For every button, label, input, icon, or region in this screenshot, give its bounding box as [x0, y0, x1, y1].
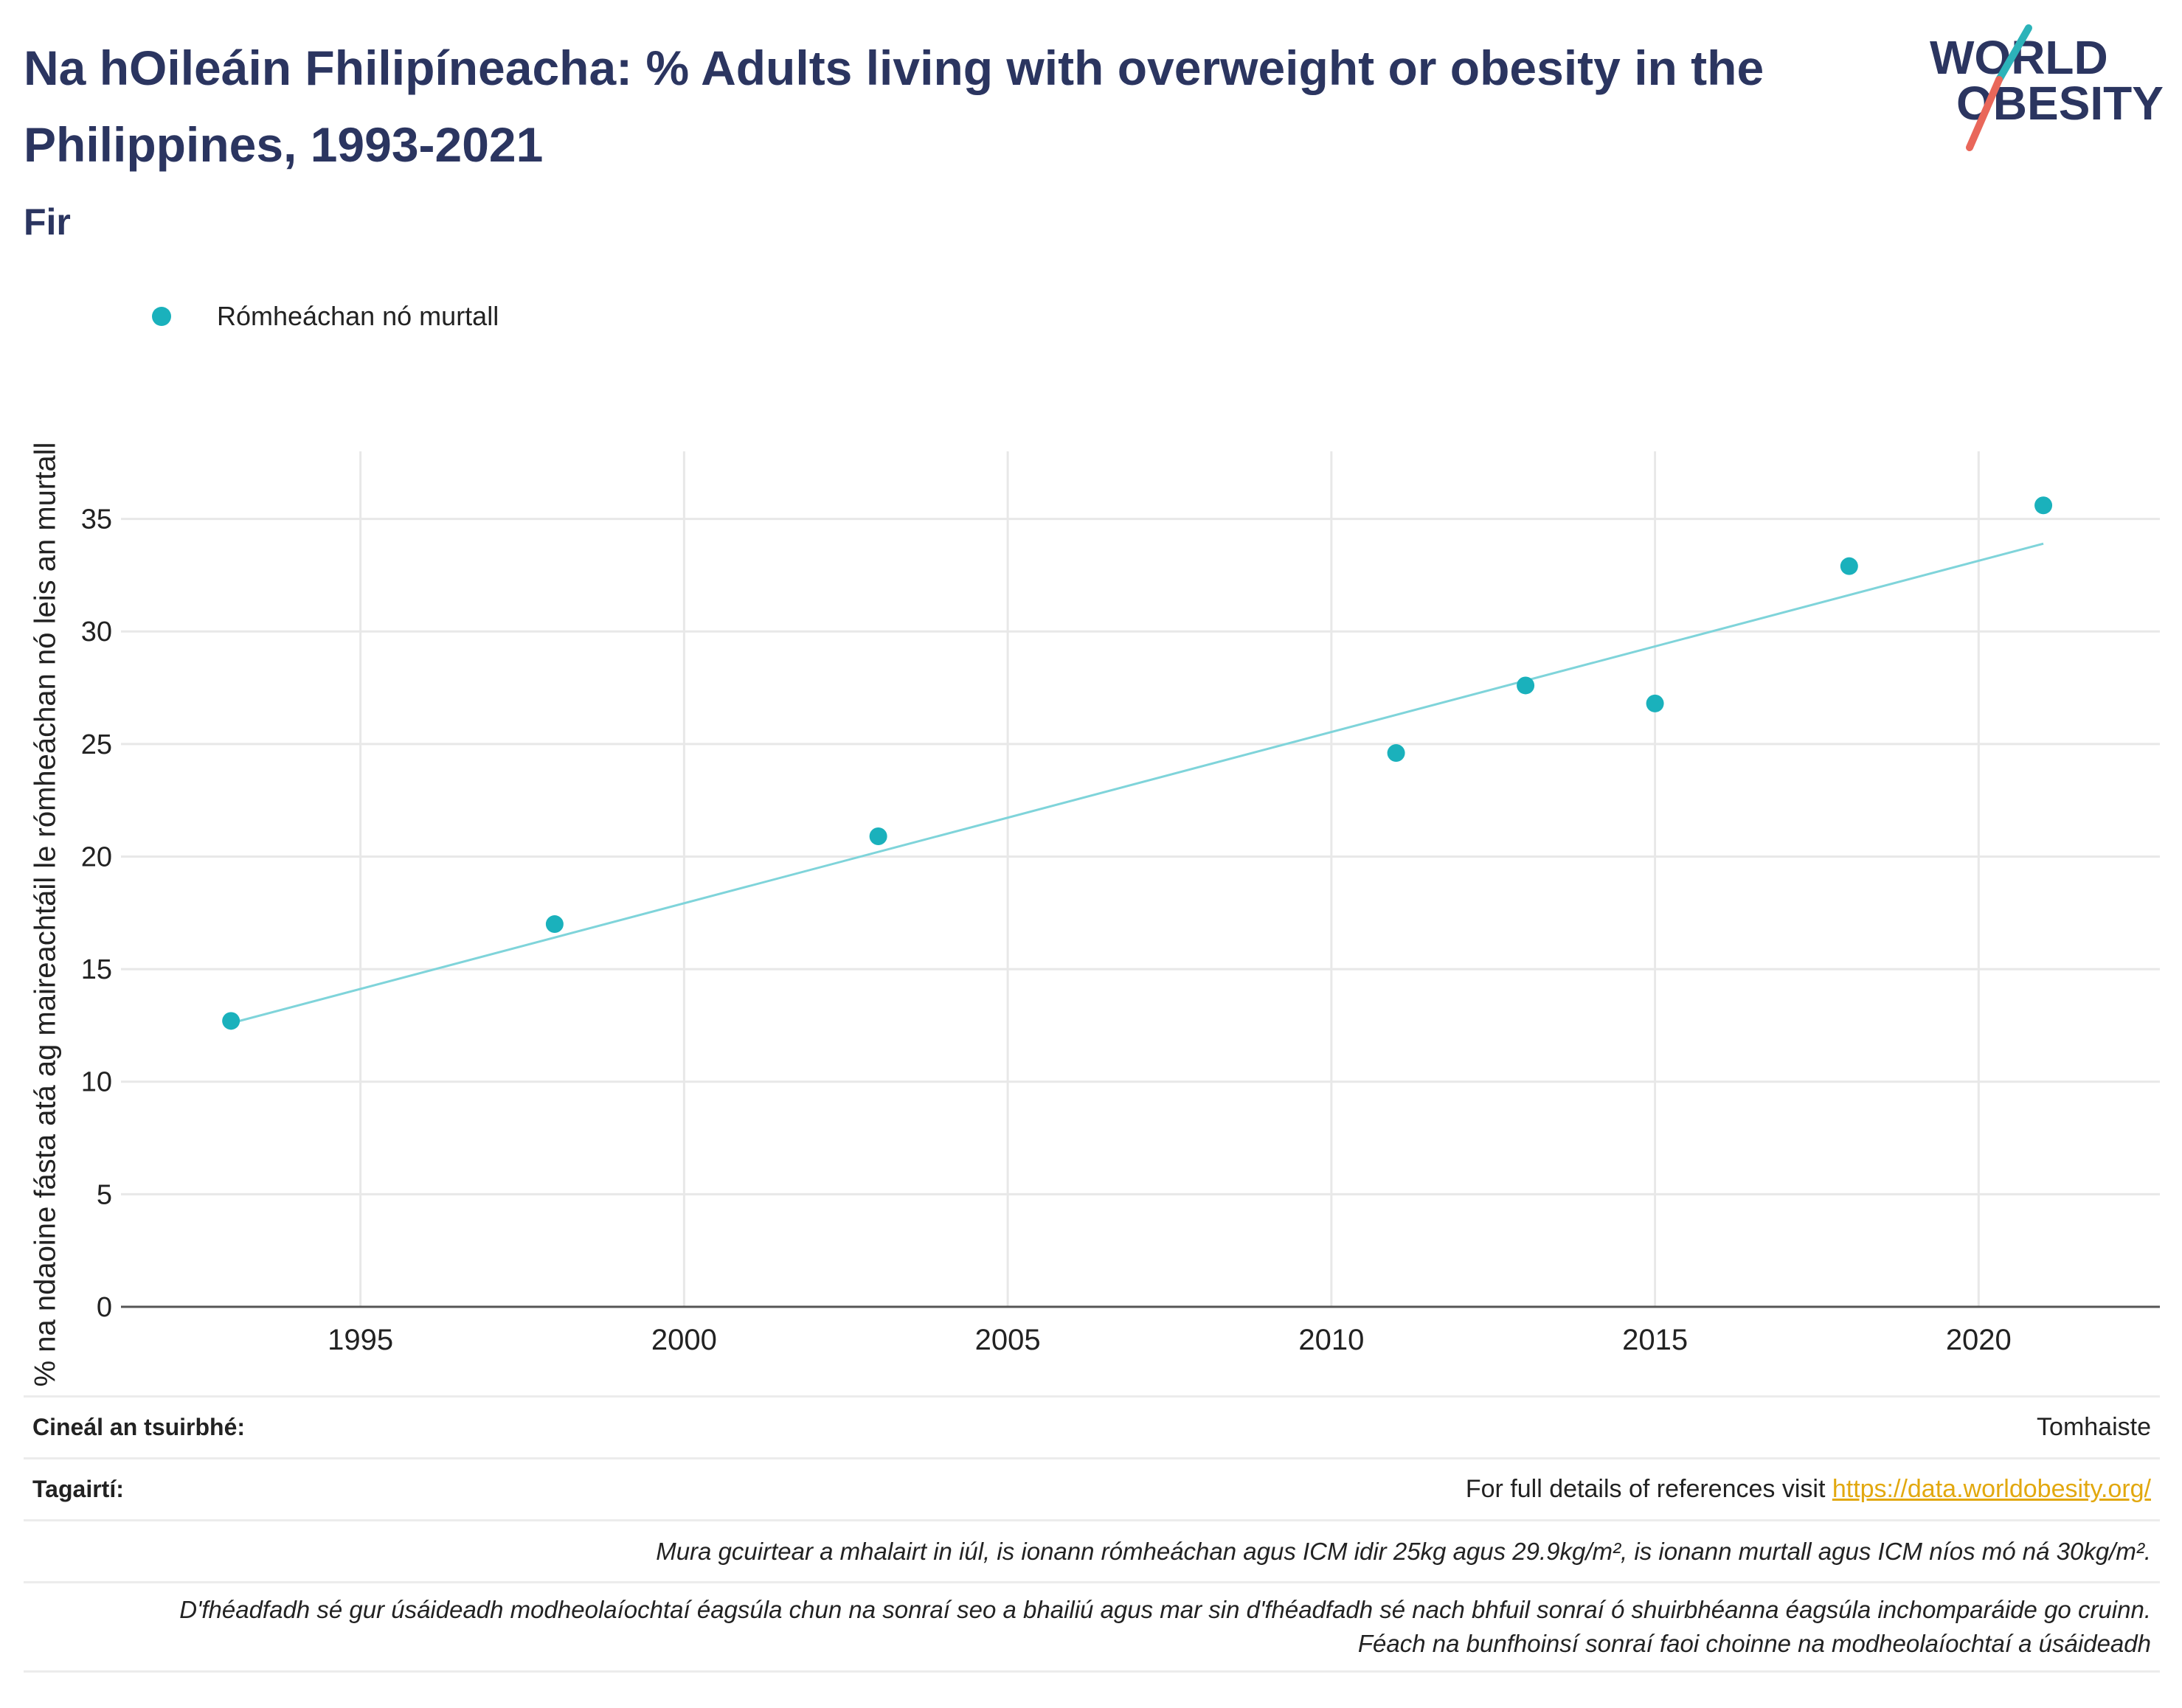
y-axis-label: % na ndaoine fásta atá ag maireachtáil l…: [29, 442, 62, 1387]
definition-note-row: Mura gcuirtear a mhalairt in iúl, is ion…: [24, 1519, 2160, 1581]
data-point: [1517, 676, 1535, 695]
y-tick-label: 10: [81, 1067, 112, 1098]
legend-marker: [152, 307, 171, 326]
axes: 0 5 10 15 20 25 30 35 1995 2000 2005 2010 2015 2020: [81, 504, 2160, 1356]
y-tick-label: 20: [81, 841, 112, 872]
scatter-chart: 0 5 10 15 20 25 30 35 1995 2000 2005 2010 2015 2020: [81, 451, 2160, 1356]
data-points: [222, 496, 2053, 1030]
x-tick-label: 2000: [651, 1324, 717, 1356]
x-tick-label: 2010: [1298, 1324, 1364, 1356]
y-tick-label: 30: [81, 617, 112, 648]
y-tick-label: 0: [97, 1292, 112, 1323]
logo-slash-teal: [1995, 24, 2032, 83]
definition-note: Mura gcuirtear a mhalairt in iúl, is ion…: [656, 1537, 2151, 1565]
x-tick-label: 2020: [1946, 1324, 2012, 1356]
y-tick-label: 5: [97, 1179, 112, 1210]
data-point: [869, 827, 887, 845]
logo-slash-coral: [1966, 76, 2003, 151]
chart-legend[interactable]: Rómheáchan nó murtall: [152, 298, 499, 335]
grid-lines: [121, 451, 2160, 1307]
references-label: Tagairtí:: [32, 1476, 124, 1502]
survey-type-value: Tomhaiste: [2037, 1413, 2151, 1441]
x-tick-label: 1995: [328, 1324, 393, 1356]
chart-title: Na hOileáin Fhilipíneacha: % Adults livi…: [24, 41, 1764, 172]
trend-line: [230, 542, 2044, 1024]
data-point: [1646, 694, 1664, 712]
methodology-note-row: D'fhéadfadh sé gur úsáideadh modheolaíoc…: [24, 1581, 2160, 1673]
survey-type-row: Cineál an tsuirbhé: Tomhaiste: [24, 1395, 2160, 1457]
y-tick-label: 35: [81, 504, 112, 535]
world-obesity-logo: WORLD OBESITY: [1930, 24, 2164, 151]
references-prefix: For full details of references visit: [1465, 1475, 1832, 1503]
legend-label: Rómheáchan nó murtall: [217, 301, 499, 331]
data-point: [1840, 557, 1858, 575]
chart-footer: Cineál an tsuirbhé: Tomhaiste Tagairtí: …: [24, 1395, 2160, 1673]
y-tick-label: 15: [81, 954, 112, 985]
methodology-note-line2: Féach na bunfhoinsí sonraí faoi choinne …: [1357, 1630, 2151, 1657]
references-link[interactable]: https://data.worldobesity.org/: [1832, 1475, 2151, 1503]
survey-type-label: Cineál an tsuirbhé:: [32, 1414, 246, 1440]
data-point: [2034, 496, 2053, 515]
references-row: Tagairtí: For full details of references…: [24, 1457, 2160, 1519]
data-point: [222, 1012, 240, 1030]
data-point: [545, 915, 564, 934]
x-tick-label: 2005: [975, 1324, 1041, 1356]
y-tick-label: 25: [81, 729, 112, 760]
methodology-note-line1: D'fhéadfadh sé gur úsáideadh modheolaíoc…: [179, 1596, 2151, 1623]
x-tick-label: 2015: [1622, 1324, 1688, 1356]
chart-subtitle: Fir: [24, 201, 71, 243]
data-point: [1387, 744, 1405, 763]
references-text: For full details of references visit htt…: [1466, 1475, 2151, 1504]
trend-line-layer: [230, 542, 2044, 1024]
